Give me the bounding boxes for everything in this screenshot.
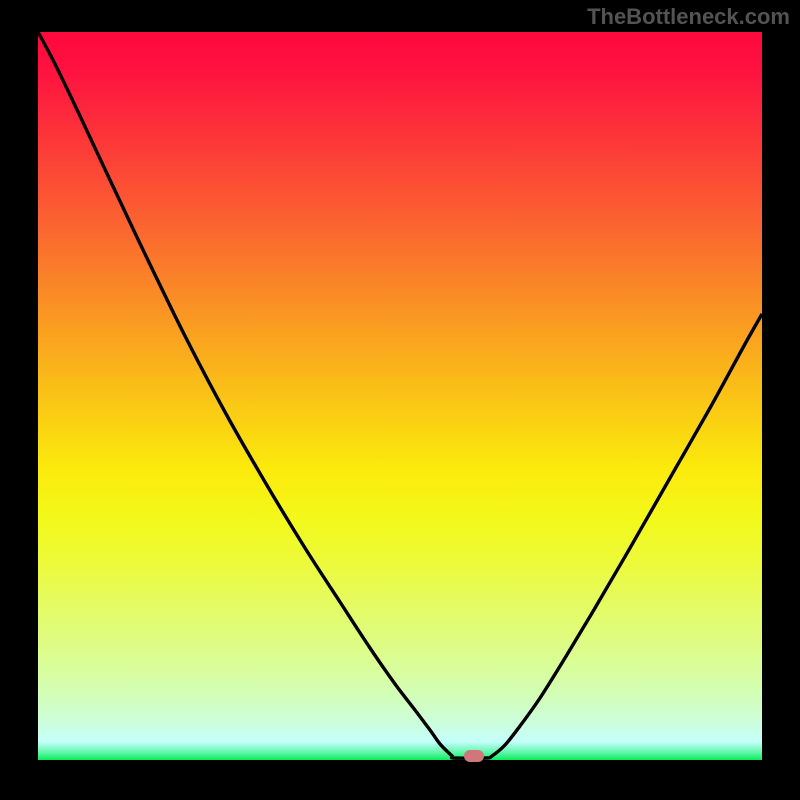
bottleneck-chart [0,0,800,800]
plot-gradient-background [38,32,762,760]
optimal-point-marker [464,750,484,762]
chart-stage: TheBottleneck.com [0,0,800,800]
